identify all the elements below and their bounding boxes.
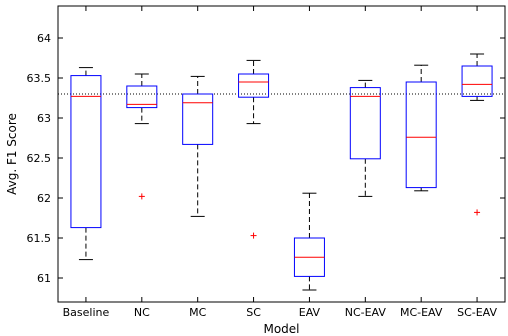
- x-tick-label: NC-EAV: [345, 306, 387, 319]
- y-tick-label: 64: [37, 32, 51, 45]
- box: [182, 93, 214, 145]
- box: [70, 75, 102, 229]
- x-tick-label: MC: [189, 306, 206, 319]
- x-axis-label: Model: [263, 322, 299, 336]
- plot-area: 61 61.5 62 62.5 63 63.5 64 Baseline NC MC SC EAV NC-…: [27, 5, 506, 319]
- x-tick-label: SC-EAV: [457, 306, 497, 319]
- x-tick-label: EAV: [299, 306, 321, 319]
- x-tick-label: MC-EAV: [400, 306, 443, 319]
- y-axis-label: Avg. F1 Score: [5, 113, 19, 195]
- box: [405, 81, 437, 189]
- x-tick-label: Baseline: [63, 306, 110, 319]
- y-tick-label: 61: [37, 272, 51, 285]
- y-tick-label: 63: [37, 112, 51, 125]
- box: [238, 73, 270, 98]
- y-tick-label: 62.5: [27, 152, 52, 165]
- box: [126, 85, 158, 109]
- x-tick-label: SC: [246, 306, 261, 319]
- box: [461, 65, 493, 97]
- axes-frame: [57, 5, 506, 303]
- y-tick-label: 63.5: [27, 72, 52, 85]
- box: [349, 87, 381, 160]
- y-tick-label: 62: [37, 192, 51, 205]
- x-tick-label: NC: [134, 306, 150, 319]
- y-tick-label: 61.5: [27, 232, 52, 245]
